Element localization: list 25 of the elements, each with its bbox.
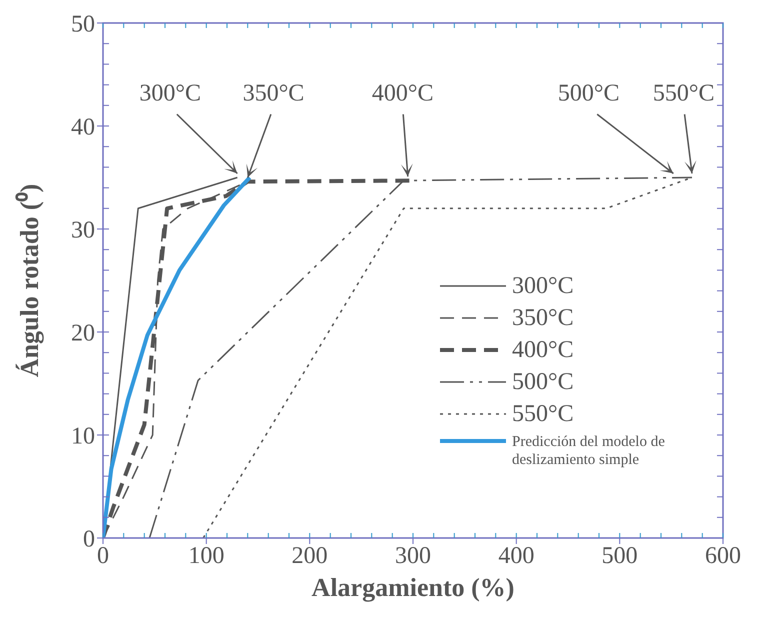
y-tick-label: 50 (71, 12, 95, 38)
x-tick-label: 300 (395, 543, 431, 570)
x-tick-label: 600 (705, 543, 741, 570)
y-tick-label: 20 (71, 320, 95, 347)
legend-label: Predicción del modelo de deslizamiento simple (512, 433, 666, 469)
x-tick-label: 400 (498, 543, 534, 570)
legend-label: 500°C (512, 369, 574, 395)
legend-label: 400°C (512, 337, 574, 363)
annotation: 350°C (242, 80, 304, 106)
x-axis-title: Alargamiento (%) (312, 573, 514, 602)
legend-label: 550°C (512, 401, 574, 427)
y-axis-title: Ángulo rotado (⁰) (15, 184, 44, 378)
y-tick-label: 0 (83, 526, 95, 553)
legend-label: 300°C (512, 273, 574, 299)
annotation: 300°C (139, 80, 201, 106)
x-tick-label: 100 (188, 543, 224, 570)
y-tick-label: 30 (71, 218, 95, 244)
x-tick-label: 500 (602, 543, 638, 570)
annotation: 400°C (372, 80, 434, 106)
x-tick-label: 200 (292, 543, 328, 570)
y-tick-label: 40 (71, 114, 95, 141)
legend-label: 350°C (512, 305, 574, 331)
annotation: 550°C (652, 80, 715, 106)
y-tick-label: 10 (71, 424, 95, 450)
annotation: 500°C (558, 80, 620, 106)
